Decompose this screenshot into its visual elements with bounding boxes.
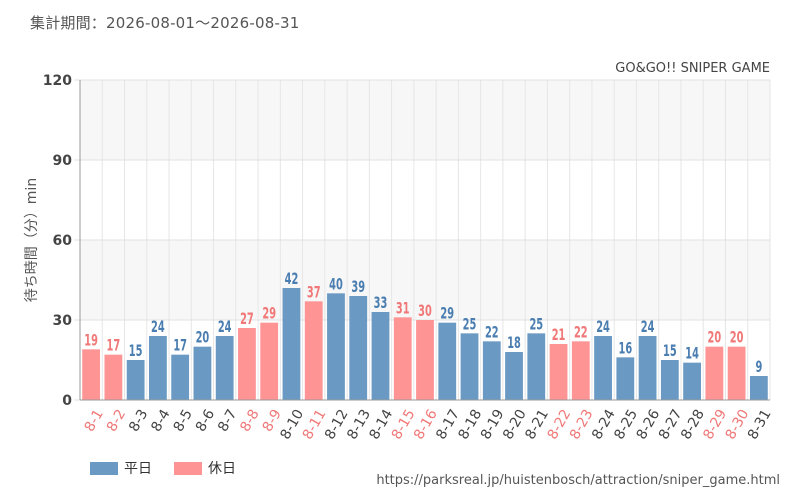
bar-8-2 xyxy=(104,354,123,400)
bar-value-label: 29 xyxy=(262,305,276,324)
bar-value-label: 21 xyxy=(552,326,566,345)
x-tick-label: 8-7 xyxy=(215,407,240,435)
y-tick-label: 120 xyxy=(43,73,72,89)
bar-value-label: 20 xyxy=(730,329,744,348)
plot-band xyxy=(80,240,770,320)
legend-holiday-swatch xyxy=(174,461,202,475)
bar-8-17 xyxy=(438,322,457,400)
x-tick-label: 8-31 xyxy=(745,407,775,443)
bar-value-label: 22 xyxy=(485,323,499,342)
bar-value-label: 18 xyxy=(507,334,521,353)
bar-value-label: 14 xyxy=(685,345,699,364)
attraction-title: GO&GO!! SNIPER GAME xyxy=(615,61,770,76)
bar-8-26 xyxy=(638,336,657,400)
y-tick-label: 90 xyxy=(53,153,73,169)
legend-holiday: 休日 xyxy=(174,458,236,478)
x-tick-label: 8-3 xyxy=(126,407,151,435)
bar-value-label: 33 xyxy=(374,294,388,313)
bar-value-label: 40 xyxy=(329,275,343,294)
legend-weekday: 平日 xyxy=(90,458,152,478)
bar-8-8 xyxy=(238,328,256,400)
bar-8-1 xyxy=(82,349,101,400)
x-tick-label: 8-2 xyxy=(104,407,129,435)
bar-8-19 xyxy=(482,341,501,400)
bar-value-label: 20 xyxy=(708,329,722,348)
bar-value-label: 9 xyxy=(755,358,762,377)
bar-8-28 xyxy=(683,362,701,400)
source-url[interactable]: https://parksreal.jp/huistenbosch/attrac… xyxy=(376,473,780,488)
bar-8-7 xyxy=(215,336,234,400)
bar-value-label: 24 xyxy=(641,318,655,337)
bar-8-9 xyxy=(260,322,279,400)
bar-8-6 xyxy=(193,346,212,400)
x-tick-label: 8-6 xyxy=(193,407,218,435)
bar-value-label: 30 xyxy=(418,302,432,321)
bar-value-label: 20 xyxy=(196,329,210,348)
bar-8-16 xyxy=(416,320,434,400)
bar-8-12 xyxy=(327,293,345,400)
bar-value-label: 25 xyxy=(463,315,477,334)
y-tick-label: 30 xyxy=(53,313,73,329)
legend-holiday-label: 休日 xyxy=(208,461,236,477)
period-label: 集計期間：2026-08-01～2026-08-31 xyxy=(30,14,300,32)
x-tick-label: 8-4 xyxy=(148,407,173,435)
bar-8-10 xyxy=(282,288,301,400)
plot-band xyxy=(80,160,770,240)
bar-value-label: 24 xyxy=(596,318,610,337)
bar-8-30 xyxy=(727,346,746,400)
x-tick-label: 8-1 xyxy=(82,407,107,435)
bar-value-label: 17 xyxy=(173,337,187,356)
x-tick-label: 8-8 xyxy=(237,407,262,435)
bar-8-11 xyxy=(304,301,323,400)
bar-value-label: 42 xyxy=(285,270,299,289)
legend-weekday-label: 平日 xyxy=(124,461,152,477)
bar-value-label: 25 xyxy=(529,315,543,334)
bar-8-25 xyxy=(616,357,635,400)
bar-8-3 xyxy=(126,360,145,400)
bar-8-27 xyxy=(660,360,679,400)
bar-value-label: 29 xyxy=(440,305,454,324)
bar-value-label: 24 xyxy=(151,318,165,337)
bar-8-13 xyxy=(349,296,368,400)
bar-value-label: 27 xyxy=(240,310,254,329)
bar-8-22 xyxy=(549,344,568,400)
bar-8-14 xyxy=(371,312,390,400)
bar-value-label: 39 xyxy=(351,278,365,297)
bar-value-label: 24 xyxy=(218,318,232,337)
bar-8-23 xyxy=(571,341,590,400)
legend-weekday-swatch xyxy=(90,461,118,475)
bar-8-18 xyxy=(460,333,479,400)
bar-8-5 xyxy=(171,354,190,400)
y-axis-label: 待ち時間（分）min xyxy=(24,178,40,302)
bar-8-20 xyxy=(505,352,523,400)
bar-8-4 xyxy=(149,336,167,400)
bar-value-label: 16 xyxy=(618,339,632,358)
bar-value-label: 19 xyxy=(84,331,98,350)
bar-8-31 xyxy=(749,376,768,400)
bar-value-label: 22 xyxy=(574,323,588,342)
bar-8-21 xyxy=(527,333,546,400)
legend: 平日 休日 xyxy=(90,458,258,478)
y-tick-label: 60 xyxy=(53,233,73,249)
bar-8-15 xyxy=(393,317,412,400)
bar-8-29 xyxy=(705,346,724,400)
bar-value-label: 17 xyxy=(107,337,121,356)
bar-8-24 xyxy=(594,336,612,400)
y-tick-label: 0 xyxy=(62,393,72,409)
bar-value-label: 37 xyxy=(307,283,321,302)
bar-value-label: 15 xyxy=(129,342,143,361)
x-tick-label: 8-5 xyxy=(171,407,196,435)
bar-value-label: 31 xyxy=(396,299,410,318)
bar-value-label: 15 xyxy=(663,342,677,361)
plot-band xyxy=(80,80,770,160)
